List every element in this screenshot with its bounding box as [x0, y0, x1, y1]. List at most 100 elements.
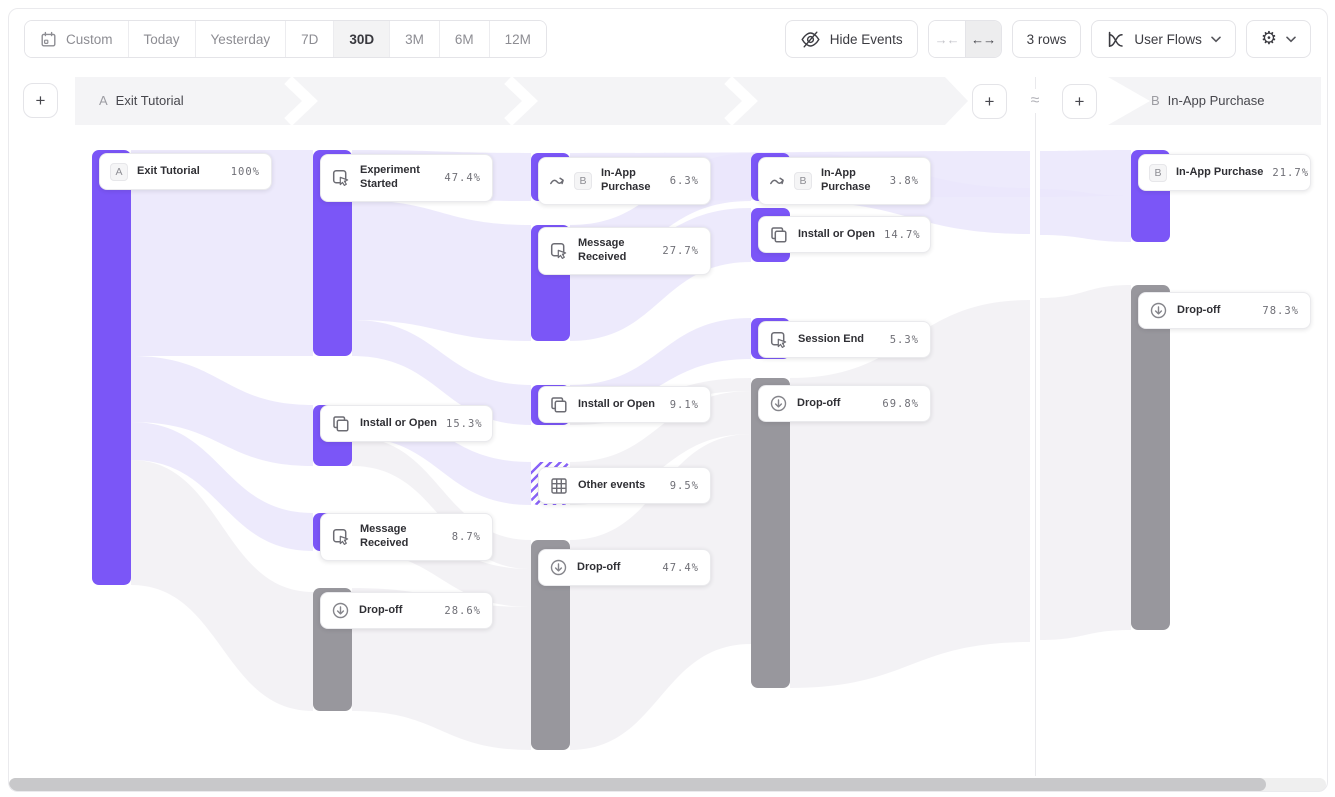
date-range-30d[interactable]: 30D: [334, 21, 391, 57]
flow-b-header: B In-App Purchase: [1151, 93, 1265, 108]
date-range-label: 7D: [301, 31, 319, 47]
flow-b-label: In-App Purchase: [1167, 93, 1265, 108]
flow-node-bar[interactable]: [751, 378, 790, 688]
chevron-down-icon: [1211, 36, 1221, 42]
flow-a-band: [75, 77, 968, 125]
date-range-today[interactable]: Today: [128, 21, 196, 57]
flow-b-band: [1108, 77, 1321, 125]
node-value: 47.4%: [444, 172, 481, 184]
node-value: 9.1%: [669, 398, 699, 411]
add-step-before-b-button[interactable]: +: [1062, 84, 1097, 119]
gear-icon: ⚙: [1260, 28, 1277, 49]
date-range-label: 30D: [349, 31, 375, 47]
date-range-6m[interactable]: 6M: [439, 21, 490, 57]
flow-ribbon[interactable]: [790, 300, 1030, 688]
view-selector-label: User Flows: [1134, 31, 1202, 47]
date-range-selector: Custom Today Yesterday 7D 30D 3M 6M 12M: [24, 20, 547, 58]
node-value: 21.7%: [1272, 166, 1310, 179]
flow-ribbon[interactable]: [352, 200, 531, 341]
node-label: Session End: [798, 332, 865, 345]
node-value: 14.7%: [884, 228, 921, 241]
flow-node-card[interactable]: Install or Open 14.7%: [758, 216, 931, 253]
date-range-3m[interactable]: 3M: [390, 21, 440, 57]
flow-node-card[interactable]: Drop-off 69.8%: [758, 385, 931, 422]
drop-off-icon: [770, 395, 787, 412]
node-value: 3.8%: [889, 175, 919, 187]
arrows-in-icon: →←: [934, 31, 960, 47]
click-event-icon: [770, 331, 787, 348]
settings-button[interactable]: ⚙: [1245, 20, 1311, 58]
flow-ribbon[interactable]: [131, 422, 313, 551]
date-range-label: 6M: [454, 31, 474, 47]
node-label: Other events: [578, 478, 646, 491]
node-value: 47.4%: [662, 561, 699, 574]
hide-events-button[interactable]: Hide Events: [784, 20, 918, 58]
band-chevron-separator: [504, 77, 538, 125]
jump-arrow-icon: [550, 177, 564, 185]
drop-off-icon: [332, 602, 349, 619]
flow-node-card[interactable]: Drop-off 78.3%: [1138, 292, 1311, 329]
click-event-icon: [550, 242, 567, 259]
click-event-icon: [332, 169, 349, 186]
flow-ribbon[interactable]: [131, 150, 313, 356]
flow-node-card[interactable]: Drop-off 28.6%: [320, 592, 493, 629]
date-range-custom[interactable]: Custom: [25, 21, 129, 57]
band-chevron-separator: [724, 77, 758, 125]
flow-ribbon[interactable]: [131, 356, 313, 466]
node-label: Experiment Started: [360, 164, 420, 190]
flow-a-badge: A: [99, 93, 108, 108]
date-range-yesterday[interactable]: Yesterday: [195, 21, 287, 57]
step-badge: A: [110, 162, 128, 181]
node-label: Exit Tutorial: [137, 164, 200, 177]
node-value: 8.7%: [451, 531, 481, 543]
flow-node-card[interactable]: A Exit Tutorial 100%: [99, 153, 272, 190]
node-label: In-App Purchase: [821, 167, 871, 193]
date-range-12m[interactable]: 12M: [489, 21, 546, 57]
flow-node-card[interactable]: Session End 5.3%: [758, 321, 931, 358]
flow-node-card[interactable]: Message Received 8.7%: [320, 513, 493, 561]
step-badge: B: [794, 172, 812, 190]
flow-node-card[interactable]: B In-App Purchase 3.8%: [758, 157, 931, 205]
flow-node-bar[interactable]: [1131, 285, 1170, 630]
flow-node-card[interactable]: Drop-off 47.4%: [538, 549, 711, 586]
rows-label: 3 rows: [1026, 31, 1067, 47]
eye-off-icon: [801, 31, 820, 47]
flow-a-header: A Exit Tutorial: [99, 93, 184, 108]
flow-ribbon[interactable]: [1040, 150, 1131, 197]
flow-node-bar[interactable]: [92, 150, 131, 585]
rows-button[interactable]: 3 rows: [1011, 20, 1082, 58]
flow-node-card[interactable]: Experiment Started 47.4%: [320, 154, 493, 202]
flow-ribbon[interactable]: [1040, 285, 1131, 640]
node-label: Install or Open: [578, 397, 656, 410]
flow-node-card[interactable]: B In-App Purchase 6.3%: [538, 157, 711, 205]
toolbar: Custom Today Yesterday 7D 30D 3M 6M 12M …: [24, 20, 1311, 58]
expand-columns-button[interactable]: ←→: [964, 21, 1001, 57]
flow-node-card[interactable]: Message Received 27.7%: [538, 227, 711, 275]
add-step-after-a-button[interactable]: +: [972, 84, 1007, 119]
node-label: Drop-off: [359, 603, 403, 616]
step-badge: B: [574, 172, 592, 190]
flow-ribbon[interactable]: [131, 460, 313, 711]
view-selector[interactable]: User Flows: [1091, 20, 1236, 58]
flow-node-card[interactable]: Install or Open 9.1%: [538, 386, 711, 423]
flow-node-card[interactable]: Other events 9.5%: [538, 467, 711, 504]
flow-ribbon[interactable]: [570, 434, 751, 750]
date-range-7d[interactable]: 7D: [286, 21, 335, 57]
node-value: 27.7%: [662, 245, 699, 257]
node-value: 6.3%: [669, 175, 699, 187]
date-range-label: Today: [143, 31, 180, 47]
step-badge: B: [1149, 163, 1167, 182]
flow-header-band: [75, 77, 1321, 125]
node-label: Drop-off: [797, 396, 841, 409]
flow-ribbon[interactable]: [1040, 189, 1131, 242]
collapse-columns-button[interactable]: →←: [928, 21, 965, 57]
add-step-left-button[interactable]: +: [23, 83, 58, 118]
horizontal-scrollbar-thumb[interactable]: [9, 778, 1266, 791]
copy-icon: [771, 226, 787, 243]
node-label: Message Received: [578, 237, 627, 263]
flow-ribbon[interactable]: [352, 320, 531, 425]
flow-node-card[interactable]: B In-App Purchase 21.7%: [1138, 154, 1311, 191]
flow-gap-separator-line: [1035, 77, 1036, 776]
flow-node-card[interactable]: Install or Open 15.3%: [320, 405, 493, 442]
